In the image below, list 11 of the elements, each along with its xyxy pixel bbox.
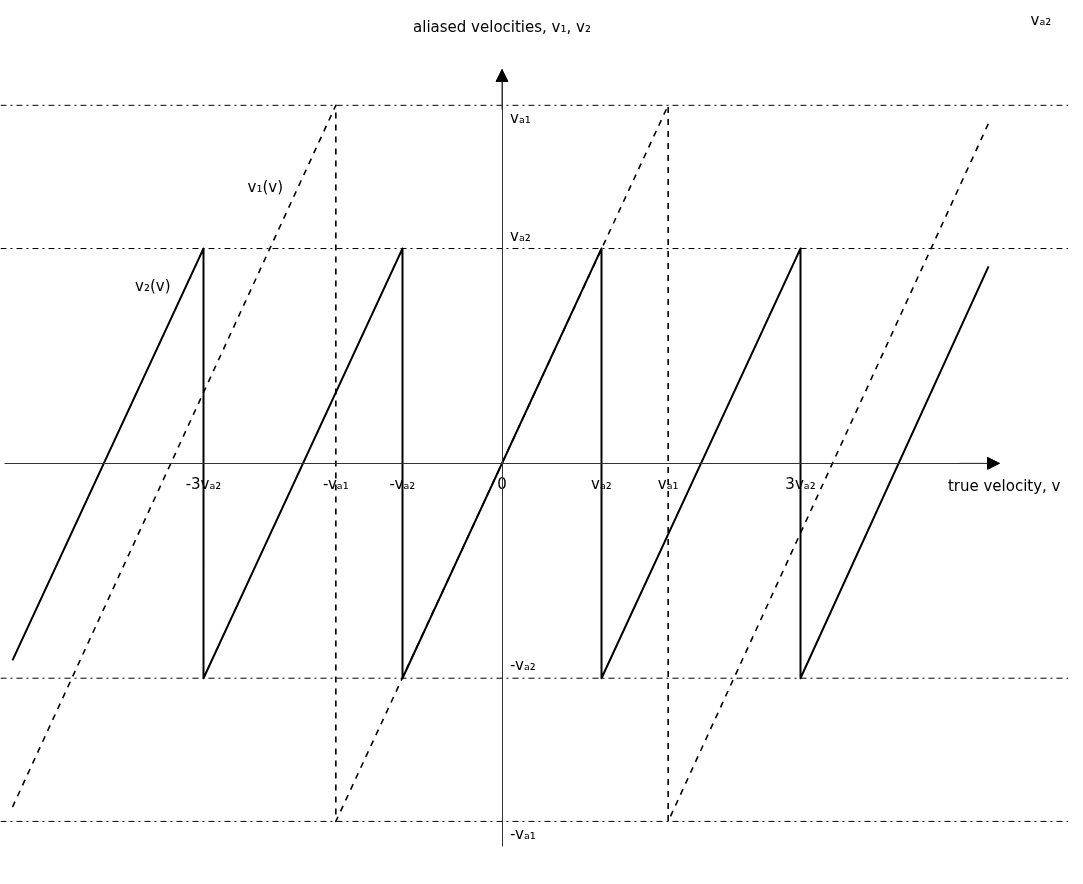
ref-line-label: -vₐ₂ <box>510 656 536 675</box>
text: vₐ₂ <box>1030 10 1052 29</box>
ref-line-label: vₐ₂ <box>510 226 531 245</box>
ref-line-label: vₐ₁ <box>510 109 531 128</box>
series-label: v₂(v) <box>135 277 171 296</box>
x-tick-label: vₐ₁ <box>657 475 679 494</box>
y-axis-title: aliased velocities, v₁, v₂ <box>413 17 591 36</box>
x-axis-title: true velocity, v <box>947 477 1061 496</box>
ref-line-label: -vₐ₁ <box>510 825 536 844</box>
x-tick-label: -vₐ₁ <box>322 475 349 494</box>
series-label: v₁(v) <box>247 177 284 196</box>
